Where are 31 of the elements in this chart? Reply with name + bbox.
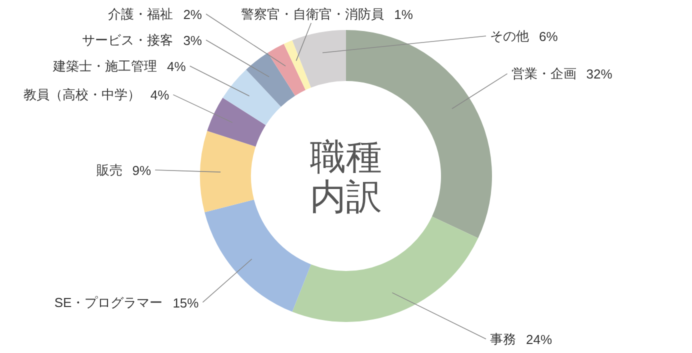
donut-slice [246, 52, 296, 107]
slice-label: 警察官・自衛官・消防員 [241, 6, 384, 22]
data-label: 6% [539, 28, 558, 44]
donut-slice [284, 40, 312, 90]
data-label: 2% [183, 6, 202, 22]
data-label: 4% [150, 87, 170, 102]
slice-label: その他 [490, 28, 529, 44]
slice-label: 教員（高校・中学） [23, 87, 140, 102]
donut-slice [268, 44, 306, 96]
slice-label: 営業・企画 [511, 66, 576, 82]
slice-label: 販売 [96, 162, 122, 178]
text: 職種内訳 [310, 136, 382, 216]
donut-slice [292, 216, 478, 322]
donut-slice [292, 30, 346, 88]
data-label: 3% [183, 32, 202, 48]
donut-slice [346, 30, 492, 238]
slice-label: 介護・福祉 [108, 6, 174, 22]
data-label: 9% [132, 162, 152, 178]
data-label: 32% [586, 66, 613, 82]
data-label: 24% [526, 332, 552, 346]
slice-label: サービス・接客 [82, 32, 174, 48]
donut-slice [200, 130, 256, 212]
data-label: 15% [172, 294, 200, 310]
data-label: 1% [394, 6, 414, 22]
donut-slice [222, 70, 281, 126]
data-label: 4% [167, 58, 186, 74]
donut-slice [207, 98, 266, 147]
donut-slice [204, 200, 312, 312]
slice-label: 建築士・施工管理 [53, 58, 158, 74]
slice-label: 事務 [490, 332, 516, 346]
slice-label: SE・プログラマー [54, 294, 163, 310]
